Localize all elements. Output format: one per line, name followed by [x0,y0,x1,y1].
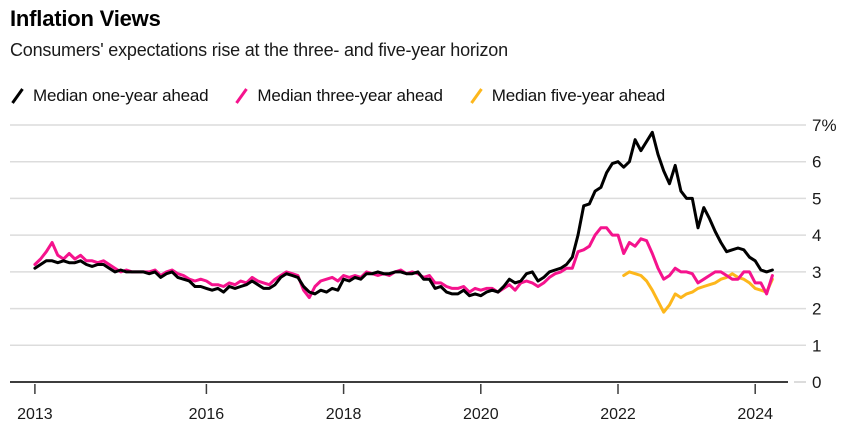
y-axis-label-4: 4 [812,226,821,245]
x-axis-label-2020: 2020 [463,406,499,423]
legend-slash-five-year [470,88,483,104]
y-axis-label-7: 7% [812,116,837,135]
y-axis-label-0: 0 [812,373,821,392]
y-axis-label-5: 5 [812,189,821,208]
y-axis-label-3: 3 [812,263,821,282]
x-axis-label-2013: 2013 [17,406,53,423]
chart-subtitle: Consumers' expectations rise at the thre… [10,40,508,60]
legend-item-five-year: Median five-year ahead [469,86,665,106]
x-axis-label-2022: 2022 [600,406,636,423]
y-axis-label-6: 6 [812,153,821,172]
x-axis-label-2024: 2024 [737,406,773,423]
y-axis-label-1: 1 [812,336,821,355]
legend-slash-one-year [11,88,24,104]
legend-slash-icon [235,88,249,104]
series-line-one-year [33,130,774,298]
chart-legend: Median one-year ahead Median three-year … [10,86,665,106]
series-line-five-year [622,270,774,314]
legend-label-one-year: Median one-year ahead [33,86,209,105]
legend-label-five-year: Median five-year ahead [491,86,665,105]
legend-slash-icon [470,88,483,104]
page-title: Inflation Views [10,6,161,31]
legend-item-three-year: Median three-year ahead [234,86,443,106]
legend-label-three-year: Median three-year ahead [257,86,443,105]
y-axis-label-2: 2 [812,300,821,319]
legend-slash-icon [11,88,24,104]
series-line-three-year [33,226,774,300]
x-axis-label-2018: 2018 [326,406,362,423]
x-axis-label-2016: 2016 [189,406,225,423]
legend-slash-three-year [235,88,249,104]
legend-item-one-year: Median one-year ahead [10,86,209,106]
